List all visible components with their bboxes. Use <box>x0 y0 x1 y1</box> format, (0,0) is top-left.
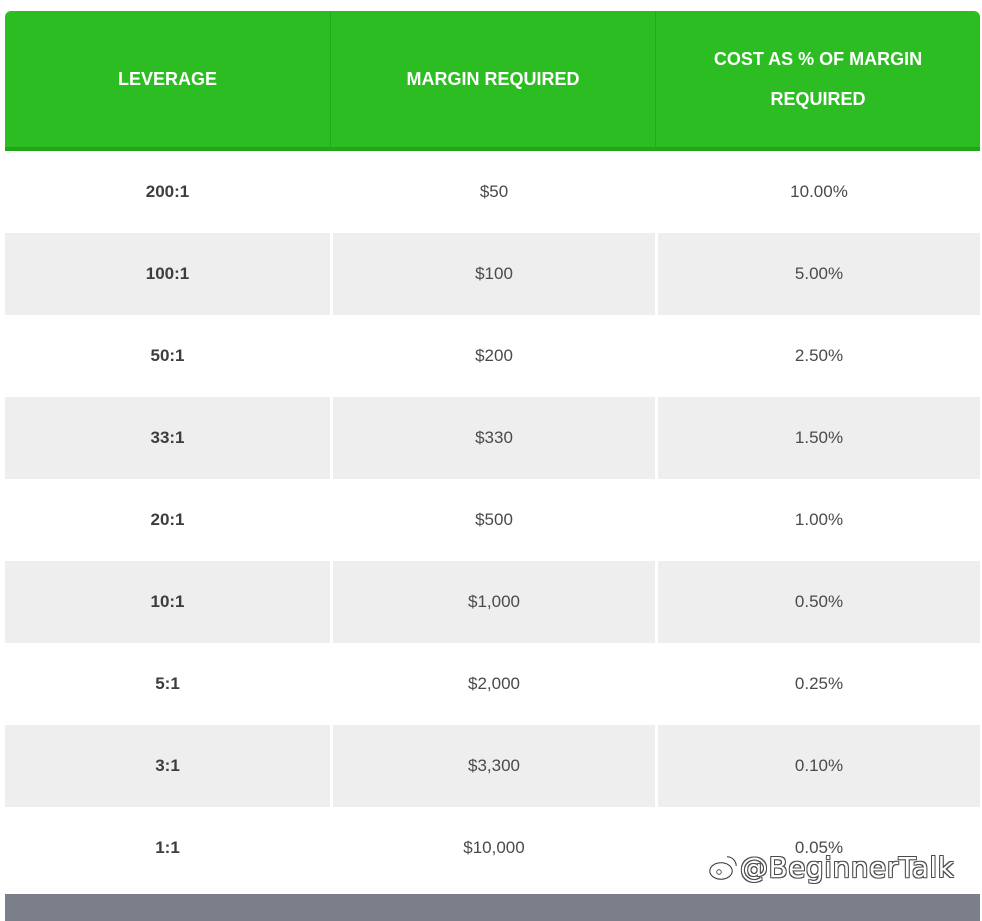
table-footer-bar <box>5 894 980 921</box>
cost-cell: 0.50% <box>655 561 980 643</box>
table-row: 20:1 $500 1.00% <box>5 479 980 561</box>
leverage-cell: 5:1 <box>155 674 180 693</box>
table-row: 3:1 $3,300 0.10% <box>5 725 980 807</box>
leverage-cell: 200:1 <box>145 182 190 201</box>
cost-cell: 0.25% <box>794 674 844 693</box>
cost-cell: 1.00% <box>794 510 844 529</box>
table-row: 33:1 $330 1.50% <box>5 397 980 479</box>
header-margin-label: MARGIN REQUIRED <box>406 69 580 89</box>
margin-cell: $330 <box>330 397 655 479</box>
table-row: 50:1 $200 2.50% <box>5 315 980 397</box>
table-row: 10:1 $1,000 0.50% <box>5 561 980 643</box>
leverage-cell: 100:1 <box>5 233 330 315</box>
margin-cell: $1,000 <box>330 561 655 643</box>
leverage-cell: 20:1 <box>150 510 185 529</box>
cost-cell: 5.00% <box>655 233 980 315</box>
header-leverage-label: LEVERAGE <box>117 69 218 89</box>
table-header-row: LEVERAGE MARGIN REQUIRED COST AS % OF MA… <box>5 11 980 151</box>
header-cost-label-line1: COST AS % OF MARGIN <box>713 49 923 69</box>
margin-cell: $500 <box>475 510 513 529</box>
cost-cell: 0.05% <box>794 838 844 857</box>
margin-cell: $10,000 <box>463 838 525 857</box>
table-row: 5:1 $2,000 0.25% <box>5 643 980 725</box>
leverage-table-container: LEVERAGE MARGIN REQUIRED COST AS % OF MA… <box>5 11 980 889</box>
leverage-cell: 50:1 <box>150 346 185 365</box>
margin-cell: $100 <box>330 233 655 315</box>
cost-cell: 0.10% <box>655 725 980 807</box>
header-cost-percent: COST AS % OF MARGIN REQUIRED <box>655 11 980 151</box>
leverage-table: LEVERAGE MARGIN REQUIRED COST AS % OF MA… <box>5 11 980 889</box>
margin-cell: $200 <box>475 346 513 365</box>
table-row: 1:1 $10,000 0.05% <box>5 807 980 889</box>
table-row: 200:1 $50 10.00% <box>5 151 980 233</box>
leverage-cell: 1:1 <box>155 838 180 857</box>
cost-cell: 2.50% <box>794 346 844 365</box>
header-cost-label-line2: REQUIRED <box>770 89 866 109</box>
leverage-cell: 10:1 <box>5 561 330 643</box>
cost-cell: 10.00% <box>790 182 848 201</box>
header-leverage: LEVERAGE <box>5 11 330 151</box>
leverage-cell: 33:1 <box>5 397 330 479</box>
cost-cell: 1.50% <box>655 397 980 479</box>
margin-cell: $2,000 <box>468 674 520 693</box>
margin-cell: $3,300 <box>330 725 655 807</box>
leverage-cell: 3:1 <box>5 725 330 807</box>
table-row: 100:1 $100 5.00% <box>5 233 980 315</box>
margin-cell: $50 <box>479 182 509 201</box>
header-margin-required: MARGIN REQUIRED <box>330 11 655 151</box>
